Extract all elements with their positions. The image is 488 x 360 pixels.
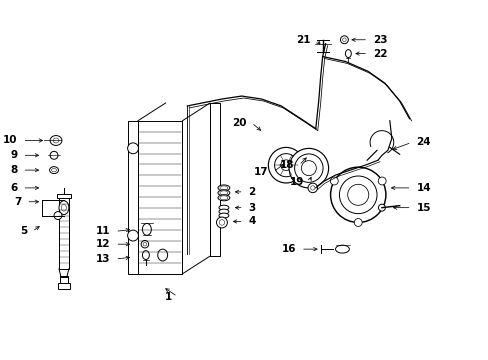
Circle shape (339, 176, 376, 213)
Circle shape (353, 219, 362, 226)
Ellipse shape (49, 167, 59, 174)
Bar (210, 103, 220, 256)
Circle shape (288, 148, 328, 188)
Text: 1: 1 (165, 292, 172, 302)
Circle shape (50, 151, 58, 159)
Ellipse shape (51, 168, 57, 172)
Ellipse shape (218, 195, 229, 201)
Circle shape (347, 184, 368, 205)
Text: 17: 17 (253, 167, 268, 177)
Circle shape (377, 177, 386, 185)
Circle shape (274, 154, 297, 177)
Text: 11: 11 (96, 226, 110, 237)
Text: 12: 12 (96, 239, 110, 249)
Text: 7: 7 (14, 197, 21, 207)
Text: 4: 4 (248, 216, 255, 226)
Text: 15: 15 (416, 203, 430, 213)
Text: 9: 9 (10, 150, 18, 160)
Ellipse shape (218, 185, 229, 191)
Text: 21: 21 (296, 35, 310, 45)
Ellipse shape (219, 205, 228, 210)
Bar (128, 121, 138, 274)
Circle shape (294, 154, 323, 183)
Ellipse shape (61, 204, 66, 211)
Text: 23: 23 (372, 35, 387, 45)
Text: 6: 6 (10, 183, 18, 193)
Bar (59, 198, 69, 269)
Text: 20: 20 (232, 118, 246, 128)
Circle shape (54, 212, 62, 220)
Circle shape (268, 147, 303, 183)
Text: 13: 13 (96, 254, 110, 264)
Ellipse shape (219, 213, 228, 218)
Text: 19: 19 (289, 177, 303, 187)
Circle shape (127, 143, 138, 154)
Ellipse shape (345, 50, 350, 58)
Circle shape (280, 160, 291, 171)
Ellipse shape (220, 191, 227, 195)
Ellipse shape (219, 209, 228, 214)
Circle shape (301, 161, 316, 176)
Circle shape (143, 242, 146, 246)
Ellipse shape (335, 245, 348, 253)
Text: 16: 16 (281, 244, 295, 254)
Text: 8: 8 (10, 165, 18, 175)
Bar (60, 276, 68, 284)
Text: 24: 24 (416, 138, 430, 148)
Text: 5: 5 (20, 226, 27, 237)
Bar (57, 194, 71, 198)
Ellipse shape (59, 201, 69, 215)
Bar (58, 283, 70, 289)
Circle shape (330, 177, 338, 185)
Circle shape (219, 220, 224, 225)
Text: 22: 22 (372, 49, 387, 59)
Circle shape (141, 240, 148, 248)
Text: 18: 18 (279, 160, 293, 170)
Ellipse shape (220, 196, 227, 200)
Ellipse shape (50, 136, 62, 145)
Circle shape (307, 183, 317, 193)
Circle shape (342, 38, 346, 41)
Ellipse shape (142, 224, 151, 235)
Text: 3: 3 (248, 203, 255, 213)
Ellipse shape (220, 186, 227, 190)
Circle shape (330, 167, 385, 222)
Ellipse shape (218, 190, 229, 196)
Ellipse shape (158, 249, 167, 261)
Text: 10: 10 (3, 135, 18, 145)
Text: 2: 2 (248, 187, 255, 197)
Ellipse shape (53, 138, 59, 143)
Ellipse shape (142, 251, 149, 260)
Text: 14: 14 (416, 183, 430, 193)
Circle shape (340, 36, 347, 44)
Circle shape (127, 230, 138, 241)
Circle shape (378, 204, 385, 211)
Circle shape (310, 186, 314, 190)
Circle shape (216, 217, 227, 228)
